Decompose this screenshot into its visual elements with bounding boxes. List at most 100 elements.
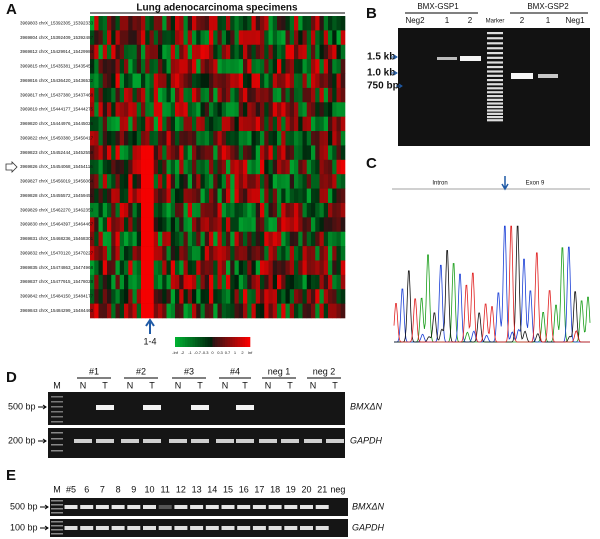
heatmap-cell — [285, 174, 291, 189]
ladder-band — [51, 450, 63, 452]
heatmap-cell — [238, 260, 244, 276]
heatmap-cell — [90, 202, 95, 218]
heatmap-cell — [277, 44, 282, 60]
lane-type: N — [310, 380, 317, 390]
gene-label: GAPDH — [350, 435, 383, 445]
heatmap-cell — [298, 202, 303, 218]
heatmap-cell — [268, 59, 274, 74]
heatmap-cell — [251, 16, 257, 31]
heatmap-cell — [255, 260, 261, 276]
heatmap-cell — [251, 102, 257, 117]
heatmap-cell — [196, 116, 201, 132]
heatmap-cell — [175, 174, 180, 189]
colorbar-cell — [192, 337, 196, 347]
heatmap-cell — [98, 102, 104, 117]
heatmap-cell — [251, 73, 257, 89]
heatmap-cell — [332, 44, 337, 60]
heatmap-cell — [162, 217, 167, 233]
heatmap-cell — [200, 44, 206, 60]
heatmap-cell — [226, 73, 231, 89]
heatmap-cell — [285, 116, 291, 132]
heatmap-cell — [319, 174, 325, 189]
heatmap-cell — [179, 188, 184, 204]
heatmap-cell — [179, 102, 184, 117]
heatmap-cell — [183, 73, 189, 89]
heatmap-cell — [289, 246, 295, 261]
lane-label: Marker — [486, 19, 505, 25]
heatmap-cell — [192, 44, 197, 60]
heatmap-cell — [179, 303, 184, 319]
heatmap-cell — [179, 289, 184, 304]
ladder-band — [487, 65, 503, 69]
heatmap-cell — [302, 260, 308, 276]
heatmap-cell — [149, 30, 155, 46]
band — [121, 439, 139, 443]
heatmap-cell — [336, 231, 342, 247]
heatmap-cell — [285, 87, 291, 103]
heatmap-cell — [192, 217, 197, 233]
heatmap-cell — [272, 44, 278, 60]
heatmap-cell — [285, 44, 291, 60]
heatmap-cell — [315, 159, 320, 175]
heatmap-cell — [115, 73, 121, 89]
heatmap-cell — [166, 174, 172, 189]
heatmap-cell — [192, 59, 197, 74]
heatmap-cell — [128, 260, 133, 276]
heatmap-cell — [243, 59, 248, 74]
heatmap-cell — [204, 59, 210, 74]
heatmap-cell — [111, 145, 116, 161]
heatmap-cell — [221, 174, 227, 189]
heatmap-cell — [141, 116, 146, 132]
heatmap-cell — [277, 289, 282, 304]
heatmap-cell — [281, 289, 286, 304]
heatmap-cell — [336, 145, 342, 161]
heatmap-cell — [289, 87, 295, 103]
size-arrow — [38, 404, 47, 410]
heatmap-cell — [187, 59, 193, 74]
heatmap-cell — [230, 289, 235, 304]
band — [236, 439, 254, 443]
heatmap-cell — [336, 303, 342, 319]
band — [158, 526, 172, 530]
heatmap-cell — [315, 116, 320, 132]
heatmap-cell — [328, 260, 333, 276]
lane-type: N — [175, 380, 182, 390]
heatmap-cell — [175, 73, 180, 89]
heatmap-cell — [268, 102, 274, 117]
heatmap-cell — [98, 289, 104, 304]
heatmap-cell — [162, 188, 167, 204]
ladder-band — [487, 47, 503, 50]
heatmap-cell — [213, 260, 218, 276]
heatmap-cell — [251, 188, 257, 204]
heatmap-cell — [328, 246, 333, 261]
ladder-band — [487, 98, 503, 101]
heatmap-cell — [340, 131, 346, 146]
heatmap-cell — [340, 231, 346, 247]
heatmap-cell — [213, 303, 218, 319]
heatmap-cell — [255, 303, 261, 319]
heatmap-cell — [111, 16, 116, 31]
heatmap-cell — [336, 274, 342, 290]
heatmap-cell — [323, 289, 329, 304]
heatmap-cell — [289, 59, 295, 74]
heatmap-cell — [336, 188, 342, 204]
heatmap-cell — [226, 59, 231, 74]
heatmap-cell — [247, 30, 252, 46]
heatmap-cell — [107, 87, 112, 103]
heatmap-cell — [102, 231, 108, 247]
heatmap-cell — [213, 145, 218, 161]
heatmap-cell — [247, 202, 252, 218]
heatmap-cell — [166, 16, 172, 31]
heatmap-cell — [238, 102, 244, 117]
heatmap-cell — [272, 87, 278, 103]
heatmap-cell — [136, 59, 142, 74]
heatmap-cell — [141, 231, 146, 247]
heatmap-cell — [94, 73, 99, 89]
heatmap-cell — [98, 73, 104, 89]
heatmap-cell — [128, 87, 133, 103]
lane-label: 20 — [301, 484, 311, 494]
heatmap-cell — [209, 260, 214, 276]
heatmap-cell — [323, 159, 329, 175]
heatmap-cell — [336, 159, 342, 175]
heatmap-cell — [234, 217, 240, 233]
